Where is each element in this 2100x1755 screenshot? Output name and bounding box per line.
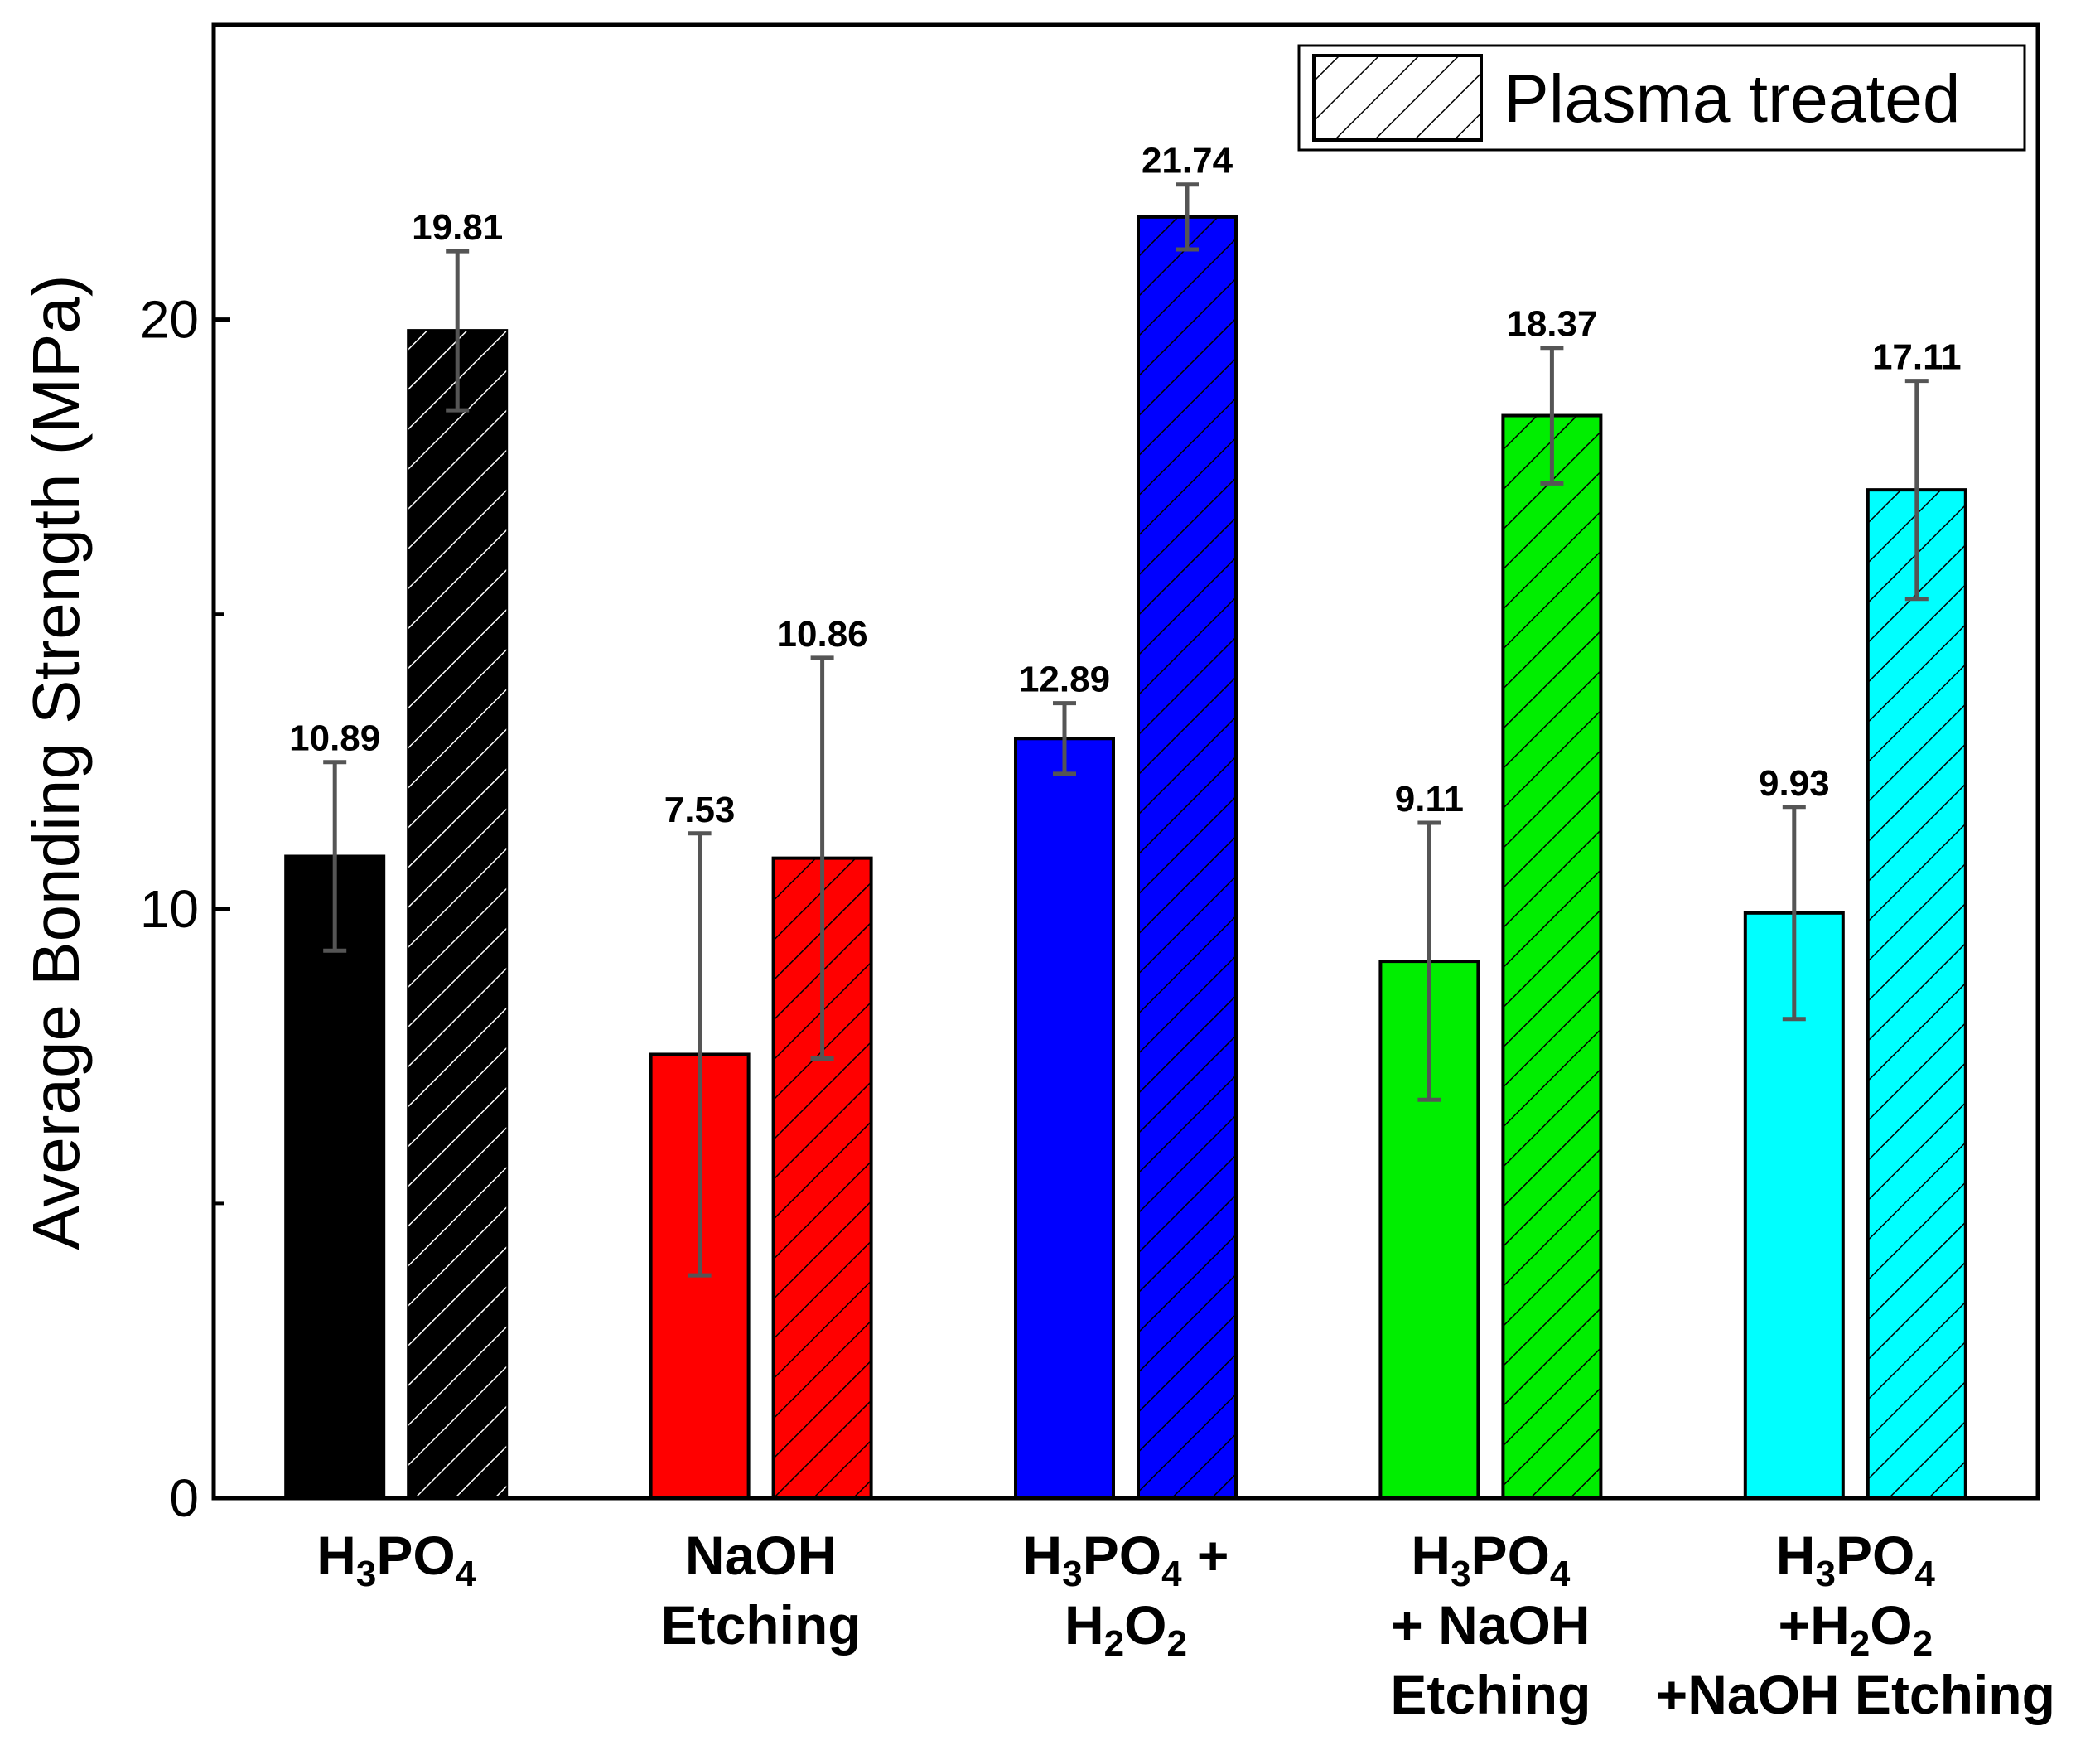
- value-label-untreated-3: 12.89: [1019, 660, 1110, 700]
- category-label-4-line-2: + NaOH: [1391, 1594, 1590, 1656]
- bar-hatch-1: [408, 331, 507, 1498]
- category-label-5-line-1: H3PO4: [1776, 1525, 1936, 1594]
- y-tick-label-20: 20: [140, 290, 199, 350]
- legend-swatch-hatch: [1314, 56, 1481, 140]
- error-bar-untreated-1: [323, 760, 347, 953]
- y-axis-label: Average Bonding Strength (MPa): [19, 275, 93, 1250]
- error-bar-plasma-5: [1904, 379, 1929, 602]
- error-bar-plasma-4: [1540, 346, 1564, 486]
- error-bar-plasma-2: [810, 655, 834, 1061]
- error-bar-plasma-1: [446, 249, 470, 413]
- category-label-5-line-2: +H2O2: [1779, 1594, 1933, 1664]
- value-label-untreated-5: 9.93: [1759, 763, 1830, 804]
- error-bar-untreated-5: [1782, 805, 1806, 1022]
- bar-hatch-3: [1138, 216, 1236, 1498]
- bar-untreated-3: [1014, 737, 1115, 1500]
- bar-untreated-1: [284, 854, 386, 1500]
- value-label-plasma-1: 19.81: [412, 207, 503, 248]
- value-label-untreated-4: 9.11: [1395, 779, 1464, 819]
- error-bar-untreated-3: [1053, 701, 1076, 776]
- value-label-plasma-2: 10.86: [777, 614, 868, 655]
- legend: Plasma treated: [1297, 44, 2026, 152]
- value-label-plasma-5: 17.11: [1872, 337, 1962, 378]
- bar-hatch-4: [1503, 415, 1601, 1498]
- y-tick-label-10: 10: [140, 879, 199, 939]
- value-label-plasma-4: 18.37: [1506, 304, 1597, 345]
- category-label-4-line-3: Etching: [1390, 1664, 1591, 1725]
- category-label-2-line-2: Etching: [661, 1594, 862, 1656]
- category-label-5-line-3: +NaOH Etching: [1656, 1664, 2055, 1725]
- category-label-3-line-2: H2O2: [1064, 1594, 1187, 1664]
- bar-hatch-5: [1867, 490, 1966, 1499]
- error-bar-untreated-4: [1417, 820, 1441, 1102]
- value-label-untreated-1: 10.89: [289, 718, 380, 759]
- y-tick-label-0: 0: [169, 1468, 199, 1528]
- legend-label: Plasma treated: [1504, 61, 1961, 137]
- error-bar-plasma-3: [1176, 182, 1199, 252]
- category-label-3-line-1: H3PO4 +: [1023, 1525, 1229, 1594]
- category-label-2-line-1: NaOH: [685, 1525, 837, 1586]
- category-label-1-line-1: H3PO4: [316, 1525, 476, 1594]
- value-label-untreated-2: 7.53: [664, 790, 736, 830]
- category-label-4-line-1: H3PO4: [1411, 1525, 1571, 1594]
- plot-frame: [211, 22, 2040, 1501]
- value-label-plasma-3: 21.74: [1142, 141, 1233, 181]
- error-bar-untreated-2: [688, 831, 712, 1278]
